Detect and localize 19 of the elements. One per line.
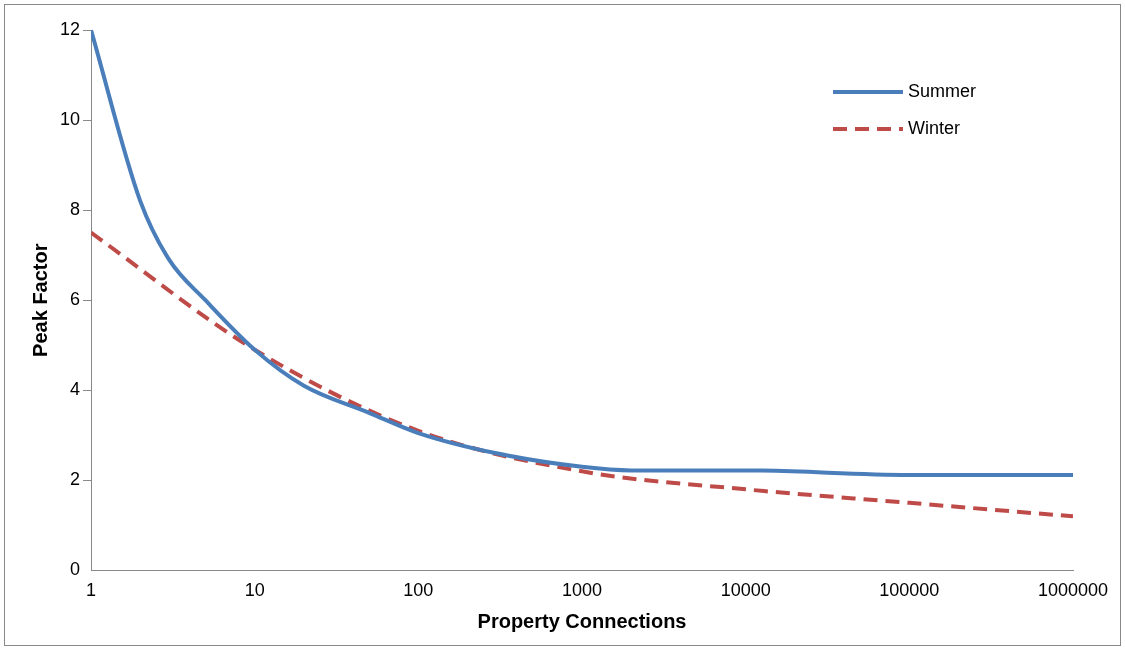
y-axis-title: Peak Factor xyxy=(28,243,51,357)
legend-label: Winter xyxy=(908,117,961,138)
x-tick-label: 10 xyxy=(244,580,265,601)
y-tick-label: 12 xyxy=(59,18,81,39)
legend-label: Summer xyxy=(908,80,977,101)
x-tick-label: 1000 xyxy=(561,580,603,601)
x-tick-label: 100000 xyxy=(879,580,940,601)
y-tick-label: 2 xyxy=(70,469,81,490)
y-tick-label: 0 xyxy=(70,559,81,580)
y-tick-label: 8 xyxy=(70,199,81,220)
y-tick-label: 4 xyxy=(70,379,81,400)
y-tick-label: 6 xyxy=(70,289,81,310)
x-axis-title: Property Connections xyxy=(477,609,687,632)
y-tick-label: 10 xyxy=(59,109,81,130)
line-series xyxy=(91,230,1073,519)
x-tick-label: 1000000 xyxy=(1037,580,1109,601)
x-tick-label: 10000 xyxy=(720,580,771,601)
x-tick-label: 1 xyxy=(86,580,97,601)
x-tick-label: 100 xyxy=(403,580,434,601)
